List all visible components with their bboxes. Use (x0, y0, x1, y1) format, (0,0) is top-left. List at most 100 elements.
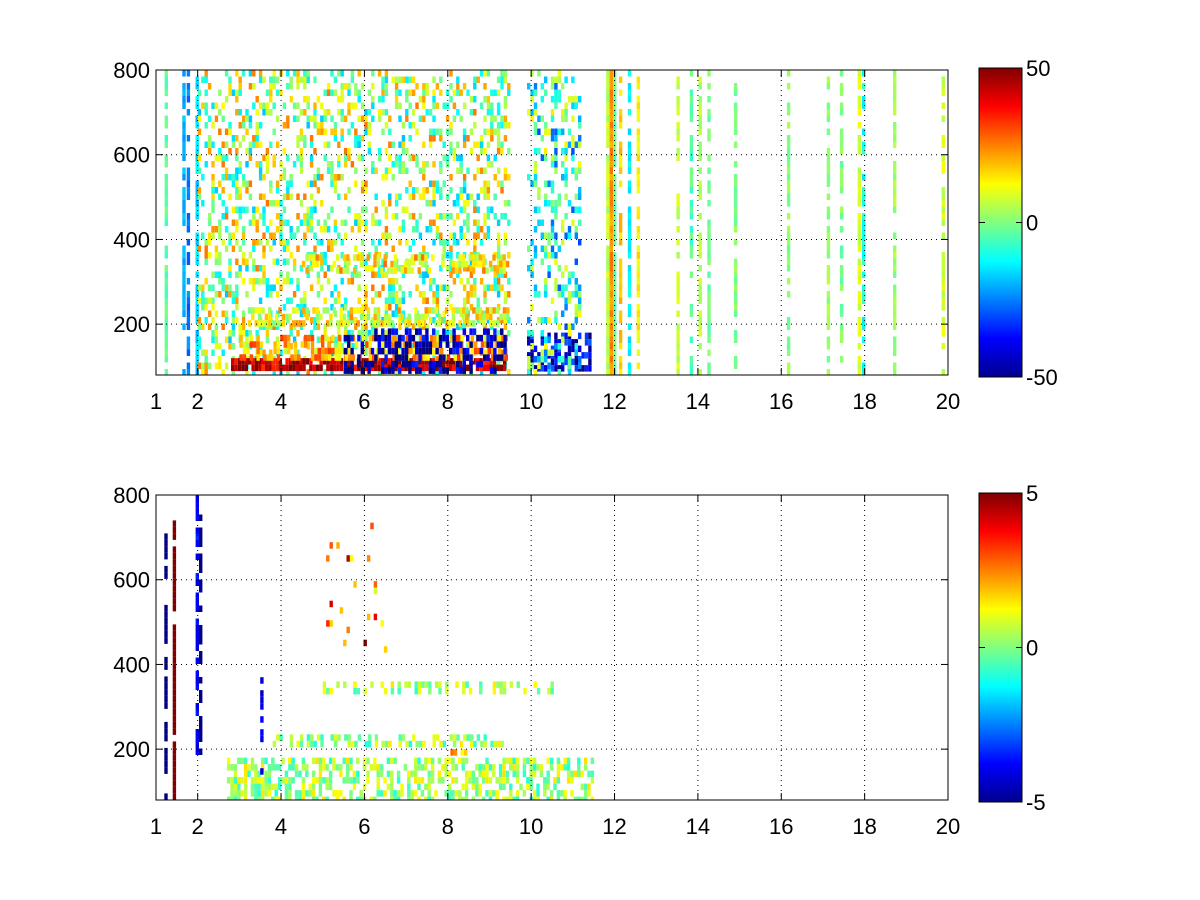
heatmap-cell (618, 356, 623, 363)
heatmap-cell (199, 560, 203, 567)
heatmap-cell (461, 764, 465, 771)
heatmap-cell (609, 226, 613, 233)
heatmap-cell (186, 96, 191, 103)
heatmap-cell (618, 284, 623, 291)
heatmap-cell (425, 328, 429, 335)
heatmap-cell (554, 141, 558, 148)
heatmap-cell (350, 334, 354, 342)
heatmap-cell (733, 128, 738, 135)
heatmap-cell (356, 777, 360, 784)
heatmap-cell (199, 540, 203, 547)
heatmap-cell (449, 271, 453, 278)
heatmap-cell (458, 254, 462, 261)
heatmap-cell (357, 271, 361, 278)
heatmap-cell (407, 777, 411, 784)
heatmap-cell (698, 317, 702, 324)
heatmap-cell (224, 310, 229, 317)
heatmap-cell (276, 341, 281, 348)
heatmap-cell (372, 354, 376, 361)
heatmap-cell (306, 734, 311, 741)
heatmap-cell (469, 740, 474, 748)
heatmap-cell (233, 770, 238, 778)
heatmap-cell (269, 187, 273, 194)
heatmap-cell (186, 317, 191, 324)
heatmap-cell (241, 122, 246, 129)
heatmap-cell (462, 174, 467, 181)
heatmap-cell (437, 757, 442, 765)
heatmap-cell (698, 115, 702, 122)
heatmap-cell (606, 193, 610, 200)
heatmap-cell (404, 360, 409, 368)
heatmap-cell (479, 70, 484, 77)
heatmap-cell (618, 317, 623, 324)
heatmap-cell (288, 790, 292, 797)
heatmap-cell (240, 790, 244, 797)
heatmap-cell (606, 252, 610, 259)
heatmap-cell (425, 89, 429, 96)
heatmap-cell (248, 70, 253, 77)
heatmap-cell (786, 167, 791, 174)
heatmap-cell (282, 364, 286, 372)
heatmap-cell (357, 154, 361, 161)
heatmap-cell (281, 320, 286, 327)
heatmap-cell (371, 271, 375, 278)
heatmap-cell (462, 347, 466, 355)
heatmap-cell (488, 777, 493, 784)
heatmap-cell (262, 271, 266, 278)
heatmap-cell (537, 115, 541, 122)
heatmap-cell (561, 83, 565, 90)
heatmap-cell (496, 271, 501, 278)
heatmap-cell (496, 109, 501, 116)
heatmap-cell (698, 187, 702, 194)
heatmap-cell (214, 252, 219, 259)
heatmap-cell (218, 148, 222, 155)
heatmap-cell (214, 291, 219, 298)
heatmap-cell (523, 687, 527, 695)
heatmap-cell (381, 232, 385, 239)
heatmap-cell (265, 323, 270, 330)
heatmap-cell (235, 271, 239, 278)
heatmap-cell (373, 613, 378, 621)
heatmap-cell (698, 180, 702, 187)
heatmap-cell (296, 193, 300, 200)
heatmap-cell (563, 790, 567, 797)
heatmap-cell (509, 681, 514, 688)
heatmap-cell (493, 115, 497, 122)
heatmap-cell (371, 297, 375, 304)
heatmap-cell (224, 362, 229, 369)
heatmap-cell (263, 354, 267, 361)
heatmap-cell (248, 193, 253, 200)
heatmap-cell (606, 206, 610, 213)
heatmap-cell (636, 180, 640, 187)
heatmap-cell (609, 161, 613, 168)
heatmap-cell (296, 70, 300, 77)
heatmap-cell (313, 122, 317, 129)
heatmap-cell (474, 347, 478, 355)
heatmap-cell (393, 260, 398, 268)
heatmap-cell (373, 587, 378, 595)
heatmap-cell (228, 265, 232, 272)
heatmap-cell (839, 141, 844, 148)
heatmap-cell (380, 320, 384, 327)
heatmap-cell (235, 148, 239, 155)
heatmap-cell (613, 258, 617, 265)
heatmap-cell (224, 206, 229, 213)
heatmap-cell (268, 313, 272, 321)
heatmap-cell (384, 206, 389, 213)
heatmap-cell (455, 367, 460, 374)
heatmap-cell (893, 102, 897, 109)
heatmap-cell (500, 284, 504, 291)
heatmap-cell (292, 291, 297, 298)
heatmap-cell (435, 369, 440, 375)
heatmap-cell (425, 341, 429, 348)
heatmap-cell (415, 102, 419, 109)
heatmap-cell (367, 109, 372, 116)
heatmap-cell (609, 96, 613, 103)
heatmap-cell (195, 729, 199, 736)
heatmap-cell (455, 347, 460, 355)
heatmap-cell (299, 265, 304, 272)
heatmap-cell (322, 796, 326, 800)
heatmap-cell (636, 284, 640, 291)
heatmap-cell (550, 83, 555, 90)
